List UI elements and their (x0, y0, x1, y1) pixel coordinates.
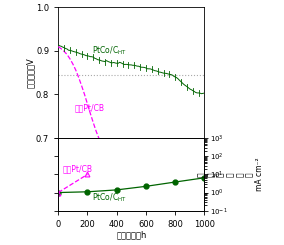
Text: 市售Pt/CB: 市售Pt/CB (62, 164, 93, 173)
Y-axis label: 氢
渗
透
电
流
／
mA cm⁻²: 氢 渗 透 电 流 ／ mA cm⁻² (197, 158, 264, 191)
Y-axis label: 开路电压／V: 开路电压／V (26, 57, 35, 88)
Text: 市售Pt/CB: 市售Pt/CB (75, 103, 105, 112)
Text: PtCo/C$_{\rm HT}$: PtCo/C$_{\rm HT}$ (92, 45, 127, 57)
Text: PtCo/C$_{\rm HT}$: PtCo/C$_{\rm HT}$ (92, 191, 127, 204)
X-axis label: 运行时间／h: 运行时间／h (116, 230, 147, 239)
